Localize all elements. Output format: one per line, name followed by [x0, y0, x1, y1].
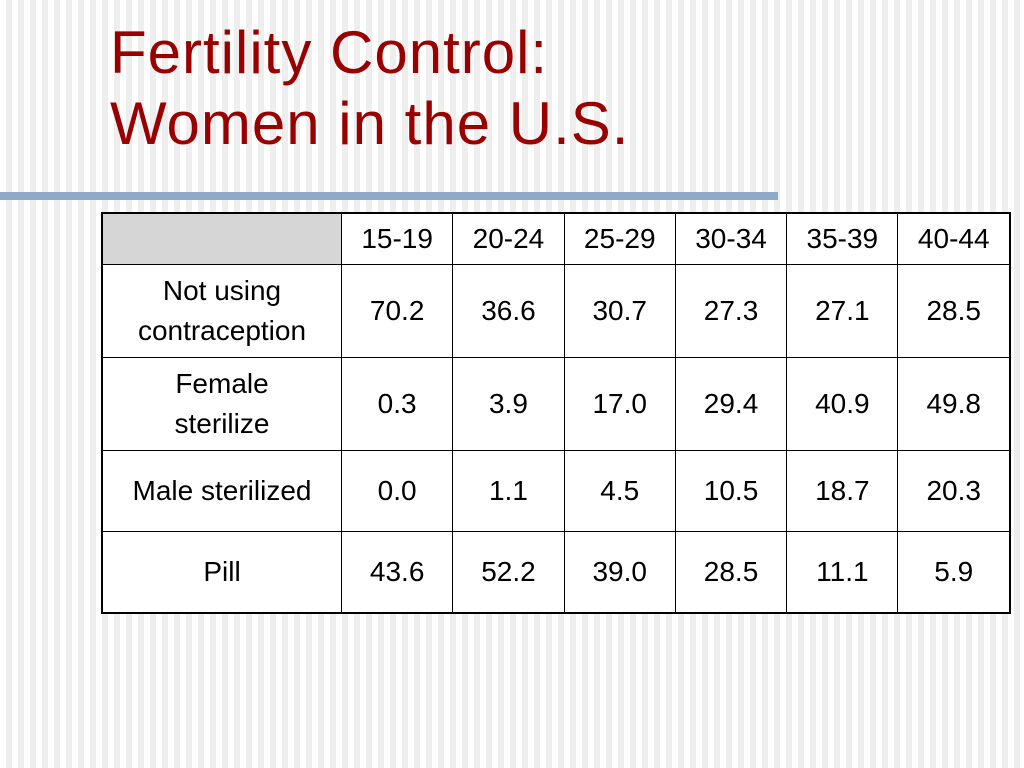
table-cell: 70.2 — [340, 264, 454, 358]
slide-title-line-1: Fertility Control: — [110, 19, 549, 86]
column-header-20-24: 20-24 — [452, 212, 565, 265]
slide-title-line-2: Women in the U.S. — [110, 89, 630, 157]
table-cell: 52.2 — [452, 531, 565, 614]
table-cell: 18.7 — [786, 450, 899, 532]
table-cell: 30.7 — [563, 264, 676, 358]
contraception-table: 15-19 20-24 25-29 30-34 35-39 40-44 Not … — [101, 212, 1011, 614]
column-header-30-34: 30-34 — [674, 212, 788, 265]
row-label-female-sterilize: Female sterilize — [101, 357, 342, 451]
table-cell: 17.0 — [563, 357, 676, 451]
table-cell: 49.8 — [897, 357, 1011, 451]
column-header-35-39: 35-39 — [786, 212, 899, 265]
title-divider — [0, 192, 778, 200]
row-label-pill: Pill — [101, 531, 342, 614]
slide-title: Fertility Control: Women in the U.S. — [110, 18, 629, 160]
table-row-female-sterilize: Female sterilize 0.3 3.9 17.0 29.4 40.9 … — [101, 357, 1011, 451]
row-label-line-1: Female — [175, 368, 269, 399]
table-cell: 11.1 — [786, 531, 899, 614]
row-label-line-2: contraception — [137, 315, 307, 346]
table-cell: 43.6 — [340, 531, 454, 614]
table-cell: 4.5 — [563, 450, 676, 532]
column-header-15-19: 15-19 — [340, 212, 454, 265]
column-header-25-29: 25-29 — [563, 212, 676, 265]
table-cell: 28.5 — [897, 264, 1011, 358]
table-row-pill: Pill 43.6 52.2 39.0 28.5 11.1 5.9 — [101, 531, 1011, 614]
table-cell: 29.4 — [674, 357, 788, 451]
table-row-male-sterilized: Male sterilized 0.0 1.1 4.5 10.5 18.7 20… — [101, 450, 1011, 532]
table-cell: 5.9 — [897, 531, 1011, 614]
table-cell: 20.3 — [897, 450, 1011, 532]
table-row-not-using-contraception: Not using contraception 70.2 36.6 30.7 2… — [101, 264, 1011, 358]
table-cell: 10.5 — [674, 450, 788, 532]
table-cell: 3.9 — [452, 357, 565, 451]
table-cell: 36.6 — [452, 264, 565, 358]
row-label-not-using-contraception: Not using contraception — [101, 264, 342, 358]
table-cell: 28.5 — [674, 531, 788, 614]
table-corner-cell — [101, 212, 342, 265]
table-cell: 39.0 — [563, 531, 676, 614]
row-label-line-2: sterilize — [174, 408, 270, 439]
table-cell: 40.9 — [786, 357, 899, 451]
table-cell: 0.0 — [340, 450, 454, 532]
table-cell: 0.3 — [340, 357, 454, 451]
column-header-40-44: 40-44 — [897, 212, 1011, 265]
table-cell: 27.1 — [786, 264, 899, 358]
table-cell: 27.3 — [674, 264, 788, 358]
row-label-male-sterilized: Male sterilized — [101, 450, 342, 532]
table-cell: 1.1 — [452, 450, 565, 532]
row-label-line-1: Not using — [162, 275, 282, 306]
table-header-row: 15-19 20-24 25-29 30-34 35-39 40-44 — [101, 212, 1011, 265]
